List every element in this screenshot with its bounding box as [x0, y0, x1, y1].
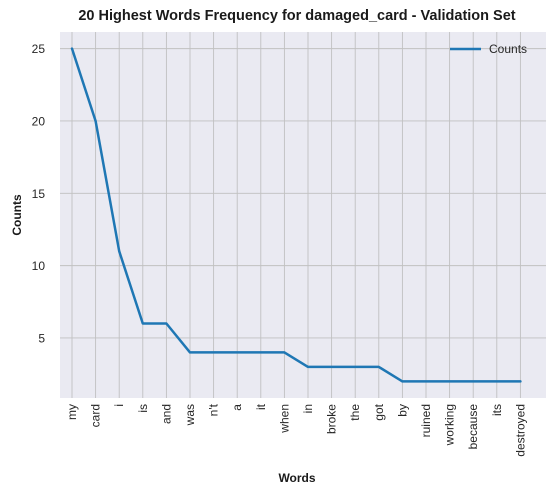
- x-tick-label: broke: [325, 404, 339, 434]
- x-tick-label: working: [443, 404, 457, 446]
- x-tick-label: destroyed: [513, 404, 527, 457]
- y-tick-label: 20: [32, 114, 46, 128]
- x-tick-label: card: [89, 404, 103, 427]
- x-tick-label: its: [490, 404, 504, 416]
- x-axis-ticks: my card i is and was n't a it when in broke the got by…: [65, 403, 527, 456]
- x-tick-label: the: [348, 404, 362, 421]
- legend: Counts: [450, 42, 527, 56]
- y-axis-ticks: 5 10 15 20 25: [32, 42, 46, 345]
- x-tick-label: i: [112, 404, 126, 407]
- x-tick-label: got: [372, 403, 386, 420]
- x-tick-label: and: [159, 404, 173, 424]
- x-tick-label: is: [136, 404, 150, 413]
- x-tick-label: it: [254, 403, 268, 410]
- x-tick-label: in: [301, 404, 315, 413]
- y-tick-label: 5: [38, 331, 45, 345]
- x-tick-label: n't: [207, 403, 221, 416]
- x-axis-label: Words: [278, 471, 315, 485]
- x-tick-label: because: [466, 404, 480, 450]
- x-tick-label: when: [277, 404, 291, 434]
- x-tick-label: was: [183, 404, 197, 426]
- series-lines: [70, 47, 522, 383]
- x-tick-label: a: [230, 404, 244, 411]
- x-tick-label: by: [395, 404, 409, 417]
- chart-title: 20 Highest Words Frequency for damaged_c…: [78, 8, 515, 24]
- grid-lines: [60, 32, 546, 398]
- y-axis-label: Counts: [10, 194, 24, 236]
- x-tick-label: ruined: [419, 404, 433, 437]
- series-line-counts: [70, 47, 522, 383]
- y-tick-label: 25: [32, 42, 46, 56]
- legend-label-counts: Counts: [489, 42, 527, 56]
- y-tick-label: 15: [32, 187, 46, 201]
- y-tick-label: 10: [32, 259, 46, 273]
- x-tick-label: my: [65, 404, 79, 420]
- plot-area: [60, 32, 546, 398]
